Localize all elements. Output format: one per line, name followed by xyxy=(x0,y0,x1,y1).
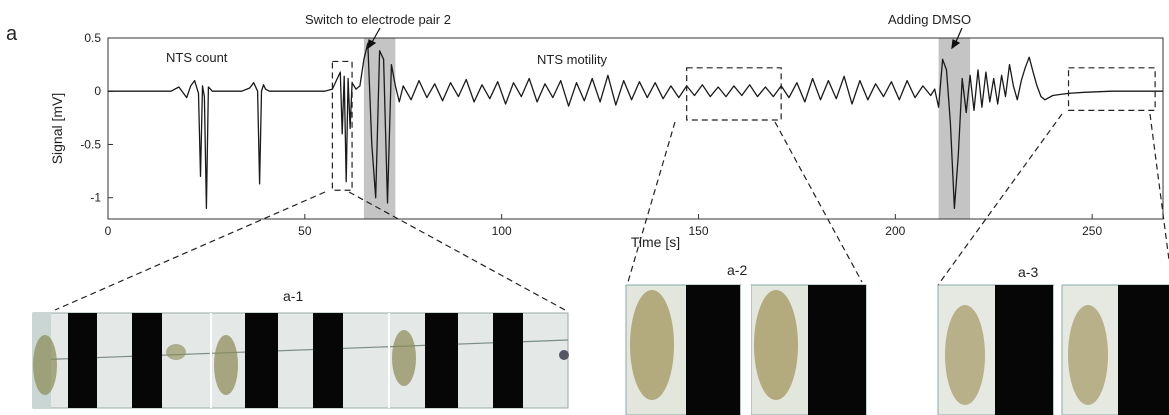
plot-frame xyxy=(107,37,1164,220)
connector-a2-right xyxy=(774,121,863,283)
y-tick-label-1: 0 xyxy=(94,84,101,98)
annotation-dmso: Adding DMSO xyxy=(888,12,971,27)
inset-label-a2: a-2 xyxy=(727,262,747,278)
zoom-connectors xyxy=(54,113,1169,311)
x-tick-label-4: 200 xyxy=(885,224,905,238)
x-tick-label-3: 150 xyxy=(688,224,708,238)
connector-a1-left xyxy=(54,191,326,311)
connector-a1-right xyxy=(348,191,566,311)
y-tick-label-3: -1 xyxy=(90,191,101,205)
panel-label: a xyxy=(6,23,18,45)
x-tick-label-0: 0 xyxy=(105,224,112,238)
dmso-arrowhead xyxy=(951,39,961,50)
signal-chart: 0 50 100 150 200 250 0.5 0 -0.5 -1 Time [s] Signal … xyxy=(49,31,1164,250)
annotation-count: NTS count xyxy=(166,50,228,65)
x-tick-label-2: 100 xyxy=(492,224,512,238)
connector-a3-right xyxy=(1149,113,1169,261)
switch-arrowhead xyxy=(367,39,377,50)
connector-a2-left xyxy=(627,121,676,283)
signal-line xyxy=(108,42,1163,210)
shaded-interval-1 xyxy=(938,38,971,219)
connector-a3-left xyxy=(937,113,1063,286)
zoom-box-0 xyxy=(331,60,353,191)
y-tick-label-2: -0.5 xyxy=(80,137,101,151)
annotation-motility: NTS motility xyxy=(537,52,608,67)
y-tick-label-0: 0.5 xyxy=(84,31,101,45)
x-axis-label: Time [s] xyxy=(631,234,680,250)
zoom-box-1 xyxy=(686,67,782,121)
zoom-box-2 xyxy=(1067,67,1156,112)
annotation-switch: Switch to electrode pair 2 xyxy=(305,12,451,27)
inset-a3-images xyxy=(937,284,1169,415)
x-tick-label-1: 50 xyxy=(298,224,312,238)
annotation-arrows xyxy=(367,27,963,50)
x-tick-label-5: 250 xyxy=(1082,224,1102,238)
inset-label-a1: a-1 xyxy=(283,288,303,304)
inset-label-a3: a-3 xyxy=(1018,264,1038,280)
y-axis-label: Signal [mV] xyxy=(49,93,65,165)
inset-a1-images xyxy=(32,312,569,409)
inset-a2-images xyxy=(625,284,867,415)
